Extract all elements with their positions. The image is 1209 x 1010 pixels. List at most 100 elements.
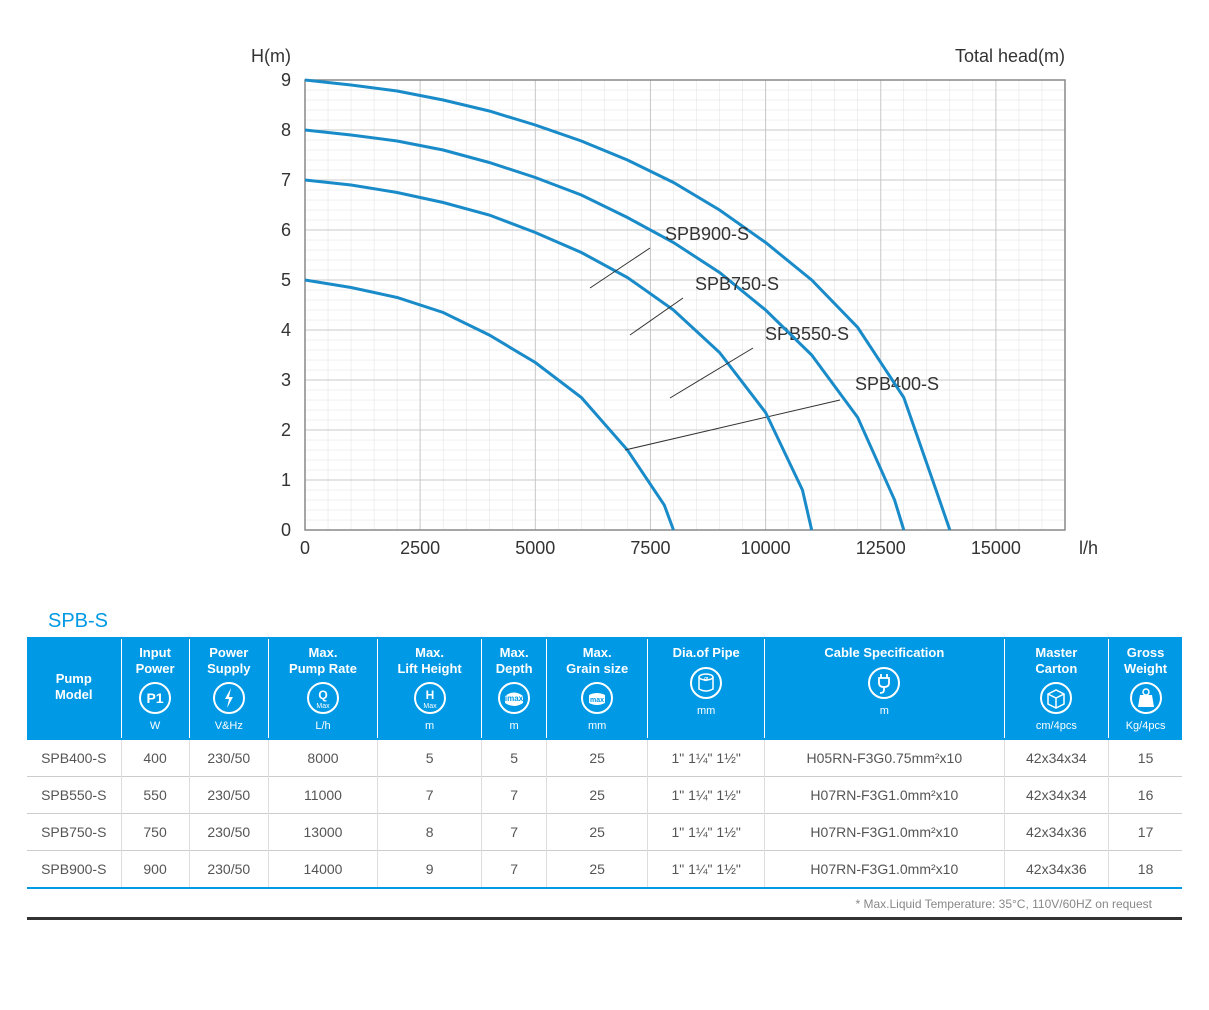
svg-text:SPB550-S: SPB550-S bbox=[765, 324, 849, 344]
table-cell: 11000 bbox=[268, 777, 377, 814]
table-cell: 7 bbox=[482, 814, 547, 851]
column-header: InputPower P1 W bbox=[121, 638, 189, 739]
grain-icon: max bbox=[551, 680, 643, 716]
svg-text:7500: 7500 bbox=[630, 538, 670, 558]
table-cell: SPB900-S bbox=[27, 851, 121, 889]
table-cell: 16 bbox=[1109, 777, 1182, 814]
table-cell: 7 bbox=[482, 777, 547, 814]
table-cell: 1" 1¼" 1½" bbox=[648, 739, 765, 777]
column-label: Max.Grain size bbox=[551, 645, 643, 676]
column-label: InputPower bbox=[126, 645, 185, 676]
svg-text:5000: 5000 bbox=[515, 538, 555, 558]
table-cell: 9 bbox=[378, 851, 482, 889]
table-cell: 550 bbox=[121, 777, 189, 814]
column-unit: L/h bbox=[273, 720, 373, 732]
svg-text:6: 6 bbox=[280, 220, 290, 240]
table-row: SPB900-S900230/501400097251" 1¼" 1½"H07R… bbox=[27, 851, 1182, 889]
svg-text:SPB900-S: SPB900-S bbox=[665, 224, 749, 244]
box-icon bbox=[1009, 680, 1105, 716]
svg-text:P1: P1 bbox=[147, 690, 164, 706]
table-row: SPB750-S750230/501300087251" 1¼" 1½"H07R… bbox=[27, 814, 1182, 851]
table-cell: 13000 bbox=[268, 814, 377, 851]
svg-text:Q: Q bbox=[318, 688, 327, 702]
svg-text:l/h: l/h bbox=[1079, 538, 1098, 558]
table-cell: 5 bbox=[378, 739, 482, 777]
column-label: Dia.of Pipe bbox=[652, 645, 760, 661]
svg-text:Total head(m): Total head(m) bbox=[954, 46, 1064, 66]
column-header: PumpModel bbox=[27, 638, 121, 739]
P1-icon: P1 bbox=[126, 680, 185, 716]
performance-chart: 02500500075001000012500150000123456789H(… bbox=[105, 20, 1105, 580]
table-cell: 230/50 bbox=[189, 851, 268, 889]
column-unit: W bbox=[126, 720, 185, 732]
table-cell: 15 bbox=[1109, 739, 1182, 777]
table-title: SPB-S bbox=[20, 610, 1189, 633]
svg-text:2: 2 bbox=[280, 420, 290, 440]
table-cell: 8 bbox=[378, 814, 482, 851]
svg-text:imax: imax bbox=[505, 694, 524, 703]
svg-text:2500: 2500 bbox=[400, 538, 440, 558]
column-header: Cable Specificationm bbox=[765, 638, 1004, 739]
svg-text:8: 8 bbox=[280, 120, 290, 140]
svg-text:Max: Max bbox=[423, 703, 437, 710]
column-label: Max.Depth bbox=[486, 645, 542, 676]
table-cell: 5 bbox=[482, 739, 547, 777]
table-cell: SPB400-S bbox=[27, 739, 121, 777]
svg-text:4: 4 bbox=[280, 320, 290, 340]
weight-icon bbox=[1113, 680, 1178, 716]
table-cell: H05RN-F3G0.75mm²x10 bbox=[765, 739, 1004, 777]
table-cell: 1" 1¼" 1½" bbox=[648, 814, 765, 851]
table-cell: 7 bbox=[482, 851, 547, 889]
table-cell: 18 bbox=[1109, 851, 1182, 889]
table-cell: 25 bbox=[547, 777, 648, 814]
column-header: Max.Grain sizemaxmm bbox=[547, 638, 648, 739]
svg-text:H(m): H(m) bbox=[251, 46, 291, 66]
imax-icon: imax bbox=[486, 680, 542, 716]
table-row: SPB400-S400230/50800055251" 1¼" 1½"H05RN… bbox=[27, 739, 1182, 777]
table-cell: 1" 1¼" 1½" bbox=[648, 777, 765, 814]
table-cell: 42x34x34 bbox=[1004, 739, 1109, 777]
column-label: PumpModel bbox=[31, 671, 117, 702]
column-header: Dia.of Pipe⌀mm bbox=[648, 638, 765, 739]
column-label: PowerSupply bbox=[194, 645, 264, 676]
svg-text:12500: 12500 bbox=[855, 538, 905, 558]
table-cell: 25 bbox=[547, 814, 648, 851]
table-cell: H07RN-F3G1.0mm²x10 bbox=[765, 814, 1004, 851]
table-cell: 7 bbox=[378, 777, 482, 814]
column-label: MasterCarton bbox=[1009, 645, 1105, 676]
column-header: PowerSupply V&Hz bbox=[189, 638, 268, 739]
svg-text:SPB400-S: SPB400-S bbox=[855, 374, 939, 394]
table-cell: 400 bbox=[121, 739, 189, 777]
table-footnote: * Max.Liquid Temperature: 35°C, 110V/60H… bbox=[27, 889, 1182, 920]
table-cell: 42x34x34 bbox=[1004, 777, 1109, 814]
Q-icon: QMax bbox=[273, 680, 373, 716]
svg-text:H: H bbox=[425, 688, 434, 702]
table-cell: SPB550-S bbox=[27, 777, 121, 814]
table-cell: 25 bbox=[547, 739, 648, 777]
svg-text:0: 0 bbox=[299, 538, 309, 558]
column-unit: cm/4pcs bbox=[1009, 720, 1105, 732]
column-label: Max.Lift Height bbox=[382, 645, 477, 676]
column-header: Max.Depth imax m bbox=[482, 638, 547, 739]
table-cell: 230/50 bbox=[189, 777, 268, 814]
H-icon: HMax bbox=[382, 680, 477, 716]
table-cell: H07RN-F3G1.0mm²x10 bbox=[765, 851, 1004, 889]
table-cell: 42x34x36 bbox=[1004, 814, 1109, 851]
column-unit: V&Hz bbox=[194, 720, 264, 732]
table-cell: H07RN-F3G1.0mm²x10 bbox=[765, 777, 1004, 814]
svg-text:3: 3 bbox=[280, 370, 290, 390]
column-unit: m bbox=[382, 720, 477, 732]
table-cell: 1" 1¼" 1½" bbox=[648, 851, 765, 889]
column-label: GrossWeight bbox=[1113, 645, 1178, 676]
pipe-icon: ⌀ bbox=[652, 665, 760, 701]
table-cell: 17 bbox=[1109, 814, 1182, 851]
table-row: SPB550-S550230/501100077251" 1¼" 1½"H07R… bbox=[27, 777, 1182, 814]
table-cell: 25 bbox=[547, 851, 648, 889]
svg-text:Max: Max bbox=[316, 703, 330, 710]
table-cell: 750 bbox=[121, 814, 189, 851]
table-cell: 42x34x36 bbox=[1004, 851, 1109, 889]
column-label: Cable Specification bbox=[769, 645, 999, 661]
column-label: Max.Pump Rate bbox=[273, 645, 373, 676]
column-header: Max.Lift Height HMax m bbox=[378, 638, 482, 739]
column-unit: m bbox=[486, 720, 542, 732]
